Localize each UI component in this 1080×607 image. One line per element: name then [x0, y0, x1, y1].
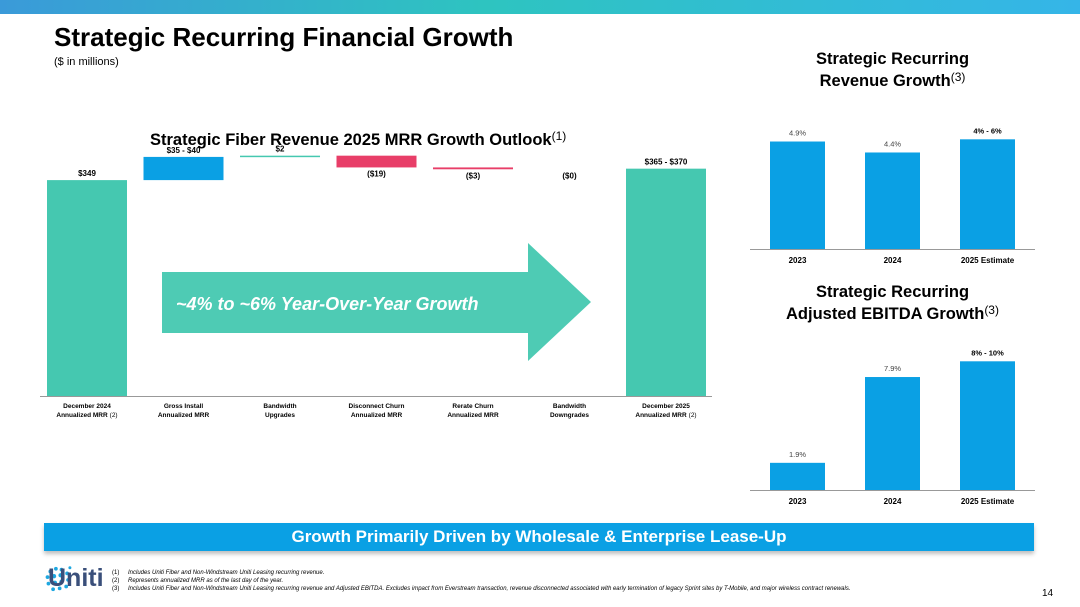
- footnote-3: (3) Includes Uniti Fiber and Non-Windstre…: [112, 585, 851, 593]
- footnote-1-number: (1): [112, 570, 120, 576]
- waterfall-category-label-4-line2: Annualized MRR: [447, 412, 499, 419]
- revenue-growth-value-label-1: 4.4%: [884, 139, 901, 148]
- revenue-growth-title: Strategic Recurring Revenue Growth(3): [770, 49, 1015, 93]
- waterfall-title: Strategic Fiber Revenue 2025 MRR Growth …: [150, 129, 566, 151]
- revenue-growth-value-label-0: 4.9%: [789, 129, 806, 138]
- footnotes: (1) Includes Uniti Fiber and Non-Windstre…: [112, 569, 851, 593]
- waterfall-category-label-1-line1: Gross Install: [164, 403, 204, 410]
- waterfall-bar-6: [626, 168, 706, 396]
- revenue-growth-category-label-1: 2024: [884, 256, 902, 265]
- waterfall-value-label-6: $365 - $370: [645, 158, 688, 167]
- waterfall-category-footnote-6: (2): [689, 412, 697, 419]
- footnote-2-number: (2): [112, 578, 120, 584]
- revenue-growth-title-line1: Strategic Recurring: [815, 50, 970, 68]
- ebitda-growth-title-footnote: (3): [984, 303, 999, 318]
- growth-arrow-label: ~4% to ~6% Year-Over-Year Growth: [176, 294, 478, 314]
- revenue-growth-bar-0: [770, 141, 825, 249]
- waterfall-category-label-2-line1: Bandwidth: [263, 403, 296, 410]
- ebitda-growth-bar-2: [960, 361, 1015, 490]
- revenue-growth-category-label-0: 2023: [789, 256, 807, 265]
- uniti-logo-mark: [45, 566, 72, 592]
- footnote-2-text: Represents annualized MRR as of the last…: [128, 578, 284, 584]
- waterfall-value-label-5: ($0): [562, 171, 577, 180]
- waterfall-category-label-3-line1: Disconnect Churn: [349, 403, 405, 410]
- waterfall-category-label-1-line2: Annualized MRR: [158, 412, 210, 419]
- waterfall-category-footnote-0: (2): [110, 412, 118, 419]
- waterfall-category-label-5-line1: Bandwidth: [553, 403, 586, 410]
- ebitda-growth-category-label-0: 2023: [789, 497, 807, 506]
- ebitda-growth-bar-0: [770, 462, 825, 490]
- growth-arrow: [162, 243, 591, 361]
- ebitda-growth-value-label-0: 1.9%: [789, 450, 806, 459]
- uniti-logo-text: Uniti: [48, 564, 104, 592]
- revenue-growth-category-label-2: 2025 Estimate: [961, 256, 1015, 265]
- waterfall-value-label-0: $349: [78, 169, 96, 178]
- waterfall-category-label-2-line2: Upgrades: [265, 412, 295, 419]
- ebitda-growth-value-label-1: 7.9%: [884, 364, 901, 373]
- ebitda-growth-title-line1: Strategic Recurring: [815, 283, 970, 301]
- page-number: 14: [1042, 588, 1054, 599]
- revenue-growth-title-footnote: (3): [950, 70, 966, 85]
- ebitda-growth-category-label-2: 2025 Estimate: [961, 497, 1015, 506]
- ebitda-growth-title-line2: Adjusted EBITDA Growth: [786, 305, 985, 324]
- revenue-growth-value-label-2: 4% - 6%: [973, 126, 1002, 135]
- waterfall-bar-4: [433, 167, 513, 170]
- waterfall-category-label-4-line1: Rerate Churn: [452, 403, 493, 410]
- waterfall-category-label-3-line2: Annualized MRR: [351, 412, 403, 419]
- footnote-1: (1) Includes Uniti Fiber and Non-Windstre…: [112, 569, 851, 577]
- page-subtitle: ($ in millions): [54, 56, 119, 68]
- waterfall-title-footnote: (1): [551, 129, 567, 143]
- waterfall-title-text: Strategic Fiber Revenue 2025 MRR Growth …: [150, 131, 552, 149]
- footnote-3-number: (3): [112, 586, 120, 592]
- waterfall-category-label-0-line2: Annualized MRR (2): [56, 412, 117, 419]
- waterfall-category-label-6-line1: December 2025: [642, 403, 690, 410]
- footnote-1-text: Includes Uniti Fiber and Non-Windstream …: [128, 570, 325, 576]
- waterfall-bar-1: [143, 156, 224, 181]
- waterfall-value-label-4: ($3): [466, 171, 481, 180]
- waterfall-value-label-1: $35 - $40: [167, 146, 201, 155]
- revenue-growth-title-line2: Revenue Growth: [819, 72, 951, 91]
- waterfall-bar-3: [336, 155, 417, 168]
- waterfall-bar-0: [47, 180, 127, 396]
- ebitda-growth-value-label-2: 8% - 10%: [971, 348, 1004, 357]
- revenue-growth-bar-1: [865, 152, 920, 249]
- waterfall-category-label-0-line1: December 2024: [63, 403, 111, 410]
- waterfall-value-label-3: ($19): [367, 169, 386, 178]
- ebitda-growth-bar-1: [865, 377, 920, 490]
- growth-banner: Growth Primarily Driven by Wholesale & E…: [44, 523, 1034, 551]
- revenue-growth-bar-2: [960, 139, 1015, 249]
- ebitda-growth-category-label-1: 2024: [884, 497, 902, 506]
- waterfall-value-label-2: $2: [276, 145, 285, 154]
- page-title: Strategic Recurring Financial Growth: [54, 22, 514, 52]
- waterfall-category-label-6-line2: Annualized MRR (2): [635, 412, 696, 419]
- footnote-3-text: Includes Uniti Fiber and Non-Windstream …: [128, 586, 851, 592]
- footnote-2: (2) Represents annualized MRR as of the l…: [112, 577, 851, 585]
- waterfall-category-label-5-line2: Downgrades: [550, 412, 589, 419]
- waterfall-bar-2: [240, 155, 320, 158]
- ebitda-growth-title: Strategic Recurring Adjusted EBITDA Grow…: [770, 282, 1015, 326]
- top-accent-bar: [0, 0, 1080, 14]
